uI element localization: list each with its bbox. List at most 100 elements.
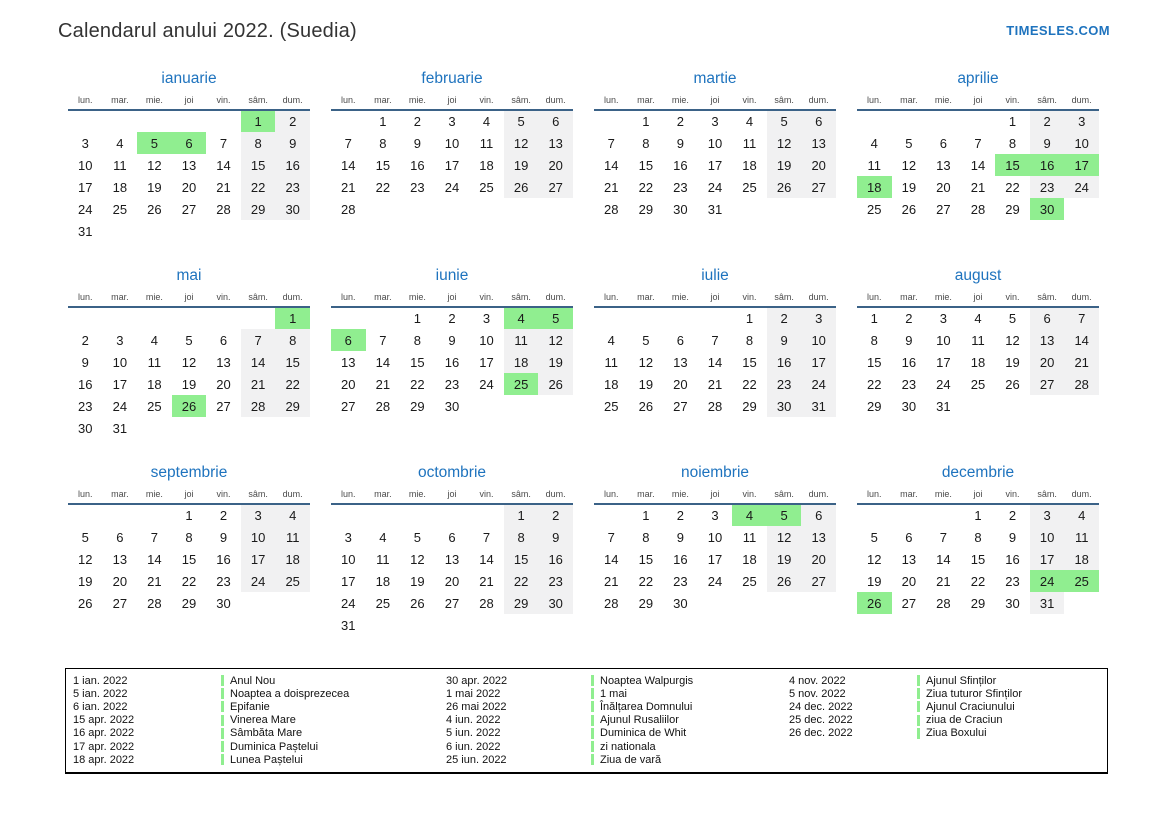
day-cell: 17 (479, 354, 494, 370)
legend-entry: Duminica de Whit (591, 727, 782, 739)
day-cell: 17 (78, 179, 93, 195)
day-cell: 13 (216, 354, 231, 370)
day-cell: 3 (482, 311, 491, 326)
empty-cell (68, 504, 103, 526)
day-cell: 2 (413, 114, 422, 129)
empty-cell (801, 198, 836, 220)
day-cell: 8 (185, 529, 193, 545)
legend-holiday-name: Noaptea Walpurgis (600, 674, 694, 687)
month-title[interactable]: octombrie (417, 464, 487, 481)
empty-cell (400, 504, 435, 526)
day-cell: 18 (503, 351, 539, 373)
day-cell: 28 (604, 595, 619, 611)
day-cell: 6 (905, 529, 913, 545)
site-link[interactable]: TIMESLES.COM (1006, 23, 1110, 38)
empty-cell (103, 307, 138, 329)
empty-cell (892, 110, 927, 132)
day-cell: 20 (181, 179, 197, 195)
weekday-header: dum. (801, 292, 836, 308)
empty-cell (103, 110, 138, 132)
day-cell: 31 (78, 223, 93, 239)
weekday-header: mar. (628, 95, 664, 111)
holiday-day-cell: 25 (1064, 570, 1099, 592)
day-cell: 4 (482, 114, 491, 129)
month-title[interactable]: aprilie (957, 70, 999, 87)
month-title[interactable]: noiembrie (680, 464, 750, 481)
month-title[interactable]: februarie (421, 70, 483, 87)
day-cell: 18 (742, 551, 757, 567)
day-cell: 18 (375, 573, 391, 589)
day-cell: 10 (112, 354, 128, 370)
empty-cell (331, 307, 366, 329)
day-cell: 25 (970, 376, 986, 392)
day-cell: 26 (766, 176, 802, 198)
day-cell: 6 (219, 332, 228, 348)
day-cell: 6 (116, 529, 124, 545)
day-cell: 12 (410, 551, 425, 567)
day-cell: 12 (538, 329, 573, 351)
day-cell: 22 (638, 573, 654, 589)
empty-cell (241, 592, 276, 614)
empty-cell (698, 307, 733, 329)
day-cell: 15 (410, 354, 425, 370)
day-cell: 7 (711, 332, 719, 348)
day-cell: 17 (936, 354, 951, 370)
day-cell: 27 (801, 570, 836, 592)
legend-entry: Duminica Paștelui (221, 741, 439, 753)
weekday-header: lun. (68, 489, 103, 505)
weekday-header: vin. (732, 489, 767, 505)
day-cell: 28 (375, 398, 391, 414)
day-cell: 8 (240, 132, 276, 154)
legend-entry: Ajunul Craciunului (917, 701, 1107, 713)
day-cell: 31 (936, 398, 951, 414)
holiday-marker-icon (591, 701, 594, 713)
day-cell: 3 (240, 504, 276, 526)
weekday-header: mar. (365, 95, 401, 111)
month-title[interactable]: septembrie (150, 464, 228, 481)
legend-date: 5 iun. 2022 (446, 727, 501, 740)
day-cell: 7 (379, 332, 387, 348)
legend-date: 15 apr. 2022 (73, 714, 135, 727)
day-cell: 11 (742, 529, 757, 545)
month-title[interactable]: iulie (701, 267, 729, 284)
month-table: lun. mar. mie. joi vin. sâm. dum. 1 2 3 4 5 6 7 8 9 10 11… (594, 489, 836, 614)
weekday-header: sâm. (766, 489, 802, 505)
month-table: lun. mar. mie. joi vin. sâm. dum. 1 2 3 4 5 6 7 8 9 10 11… (594, 292, 836, 417)
day-cell: 10 (707, 135, 723, 151)
day-cell: 15 (970, 551, 986, 567)
day-cell: 29 (181, 595, 197, 611)
legend-entry: Ziua de vară (591, 754, 782, 766)
month-title[interactable]: decembrie (941, 464, 1015, 481)
day-cell: 19 (766, 548, 802, 570)
weekday-header: mie. (926, 95, 961, 111)
legend-entry: Sâmbăta Mare (221, 727, 439, 739)
legend-holiday-name: Noaptea a doisprezecea (230, 687, 350, 700)
day-cell: 5 (81, 529, 89, 545)
day-cell: 31 (1029, 592, 1065, 614)
day-cell: 3 (801, 307, 836, 329)
day-cell: 21 (240, 373, 276, 395)
weekday-header: lun. (857, 489, 892, 505)
legend-date: 25 dec. 2022 (789, 714, 853, 727)
empty-cell (1064, 395, 1099, 417)
day-cell: 3 (711, 508, 719, 523)
day-cell: 20 (1029, 351, 1065, 373)
legend-holiday-name: Ziua de vară (600, 753, 662, 766)
weekday-header: dum. (801, 489, 836, 505)
weekday-header: joi (697, 489, 733, 505)
day-cell: 12 (867, 551, 882, 567)
day-cell: 13 (936, 157, 951, 173)
legend-holiday-name: Anul Nou (230, 674, 276, 687)
holiday-day-cell: 4 (732, 504, 767, 526)
empty-cell (366, 198, 401, 220)
month-title[interactable]: mai (176, 267, 202, 284)
day-cell: 28 (479, 595, 494, 611)
weekday-header: sâm. (766, 95, 802, 111)
legend-holiday-name: Ziua Boxului (926, 727, 987, 740)
weekday-header: dum. (275, 95, 310, 111)
month-title[interactable]: martie (693, 70, 737, 87)
month-title[interactable]: august (954, 267, 1002, 284)
day-cell: 31 (112, 420, 128, 436)
month-title[interactable]: ianuarie (161, 70, 217, 87)
month-title[interactable]: iunie (435, 267, 469, 284)
